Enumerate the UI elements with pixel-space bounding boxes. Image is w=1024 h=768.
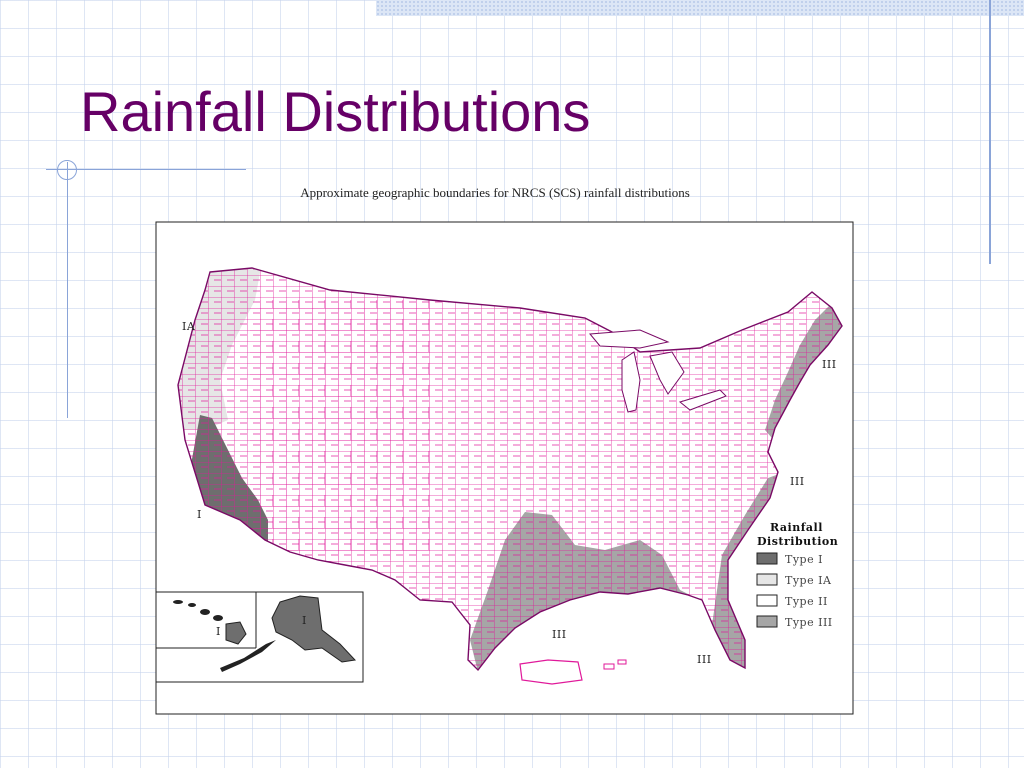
alaska-peninsula bbox=[220, 640, 276, 672]
decorative-right-rule bbox=[989, 0, 991, 264]
legend-label-type-ii: Type II bbox=[785, 595, 828, 608]
puerto-rico-shape bbox=[519, 659, 583, 685]
label-i-alaska: I bbox=[302, 614, 307, 627]
legend-label-type-iii: Type III bbox=[785, 616, 833, 629]
decorative-ring bbox=[57, 160, 77, 180]
decorative-vertical-rule bbox=[67, 162, 68, 418]
label-i-hawaii: I bbox=[216, 625, 221, 638]
decorative-top-band bbox=[376, 0, 1024, 16]
alaska-shape bbox=[271, 595, 357, 663]
label-ia-west: IA bbox=[182, 320, 196, 333]
label-iii-northeast: III bbox=[822, 358, 837, 371]
label-i-west: I bbox=[197, 508, 202, 521]
us-outline bbox=[177, 267, 843, 672]
legend-swatch-type-i bbox=[756, 552, 778, 565]
label-iii-southeast: III bbox=[790, 475, 805, 488]
decorative-horizontal-rule bbox=[46, 169, 246, 170]
label-iii-gulf: III bbox=[552, 628, 567, 641]
virgin-islands-shape bbox=[603, 663, 615, 670]
hawaii-island-4 bbox=[213, 615, 223, 621]
map-caption: Approximate geographic boundaries for NR… bbox=[300, 185, 690, 200]
map-legend: Rainfall Distribution Type I Type IA Typ… bbox=[756, 521, 838, 629]
legend-swatch-type-iii bbox=[756, 615, 778, 628]
legend-swatch-type-ii bbox=[756, 594, 778, 607]
inset-frame bbox=[155, 591, 364, 683]
lake-huron bbox=[649, 351, 685, 395]
virgin-islands-shape-2 bbox=[617, 659, 627, 665]
hawaii-island-2 bbox=[188, 603, 196, 607]
hawaii-island-1 bbox=[173, 600, 183, 604]
lake-erie bbox=[678, 389, 727, 411]
legend-title-line2: Distribution bbox=[757, 535, 838, 548]
legend-label-type-i: Type I bbox=[785, 553, 823, 566]
western-county-lines bbox=[250, 300, 430, 560]
label-iii-florida: III bbox=[697, 653, 712, 666]
legend-label-type-ia: Type IA bbox=[785, 574, 832, 587]
hawaii-big-island bbox=[225, 621, 247, 645]
legend-title-line1: Rainfall bbox=[770, 521, 823, 534]
slide-title: Rainfall Distributions bbox=[80, 80, 591, 143]
lake-michigan bbox=[621, 351, 641, 413]
legend-swatch-type-ia bbox=[756, 573, 778, 586]
lake-superior bbox=[588, 329, 670, 349]
hawaii-island-3 bbox=[200, 609, 210, 615]
